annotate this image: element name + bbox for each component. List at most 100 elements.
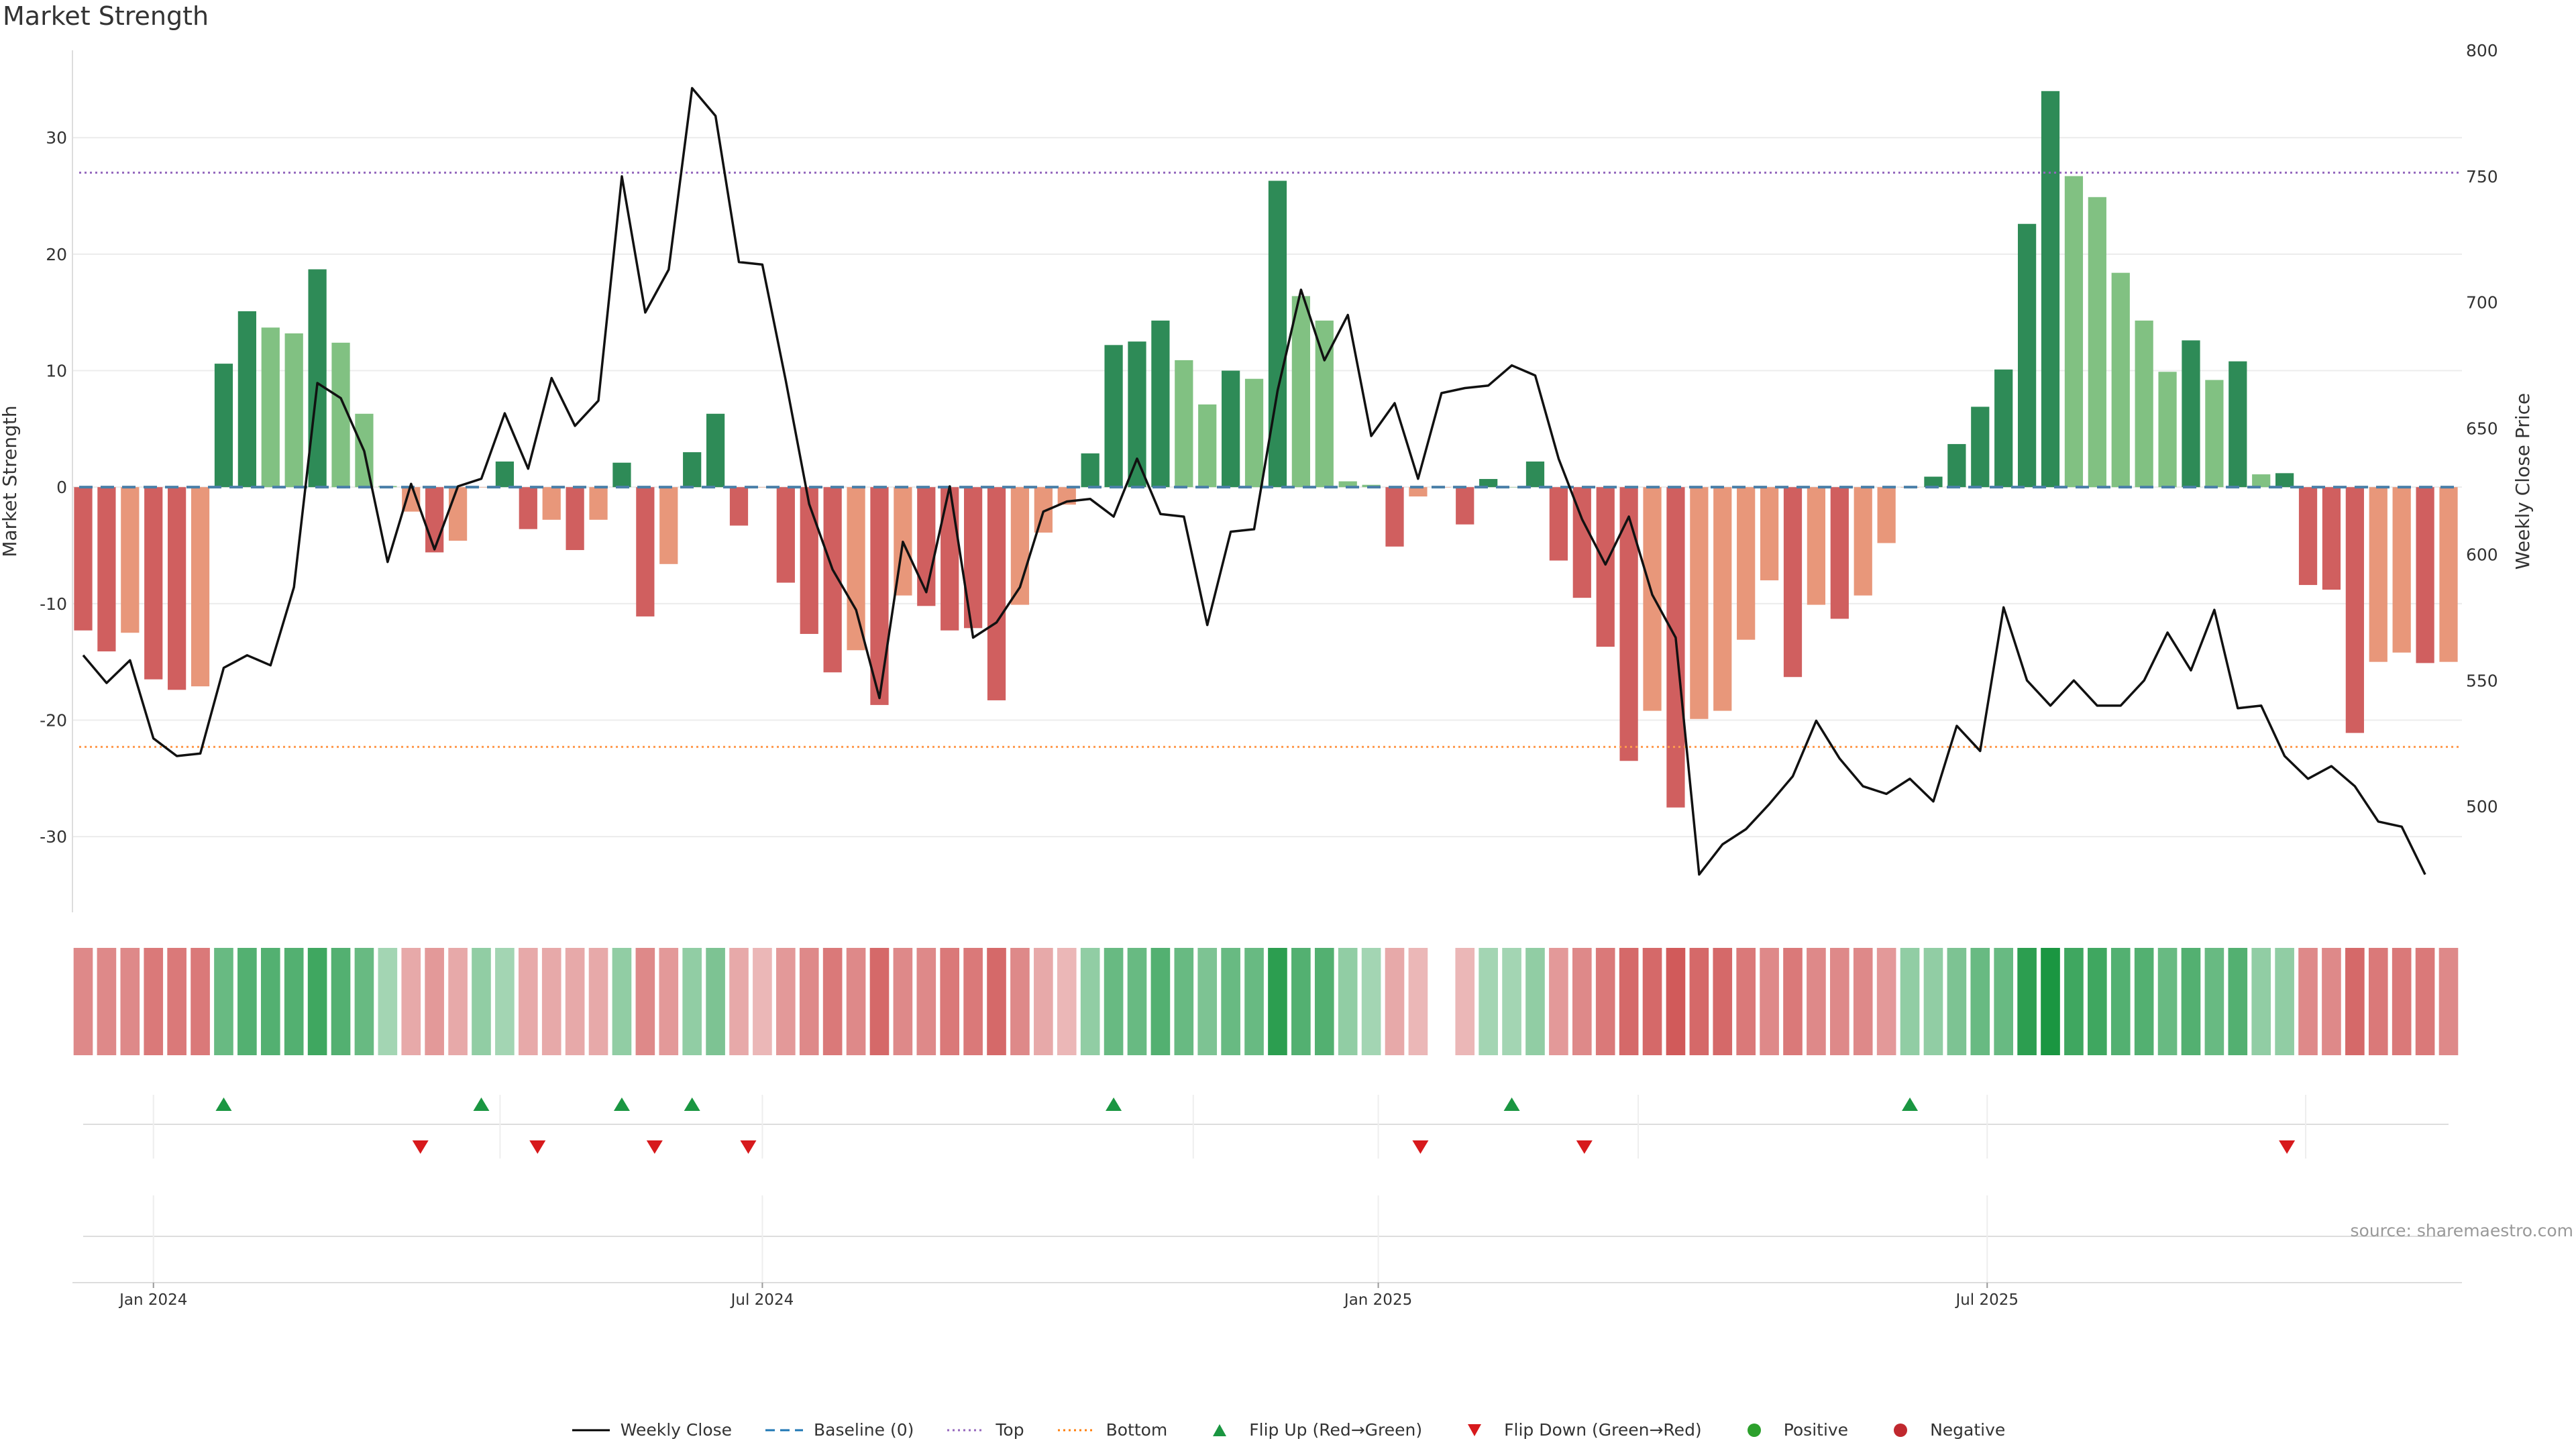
heat-cell [963,948,983,1055]
flip-down-marker [646,1140,663,1154]
y2-tick-label: 500 [2466,797,2498,816]
strength-bar [74,487,93,631]
heat-cell [682,948,702,1055]
strength-bar [1409,487,1428,497]
strength-bar [1760,487,1779,581]
strength-bar [214,364,233,488]
heat-cell [1338,948,1358,1055]
strength-bar [1994,369,2013,488]
strength-bar [1268,180,1287,488]
heat-cell [893,948,913,1055]
legend-item: Flip Up (Red→Green) [1199,1420,1422,1440]
legend-swatch [1057,1429,1095,1431]
strength-bar [706,413,725,488]
heat-cell [659,948,679,1055]
heat-cell [1549,948,1568,1055]
heat-cell [214,948,233,1055]
flip-up-marker [1902,1097,1919,1111]
heat-cell [2228,948,2248,1055]
strength-bar [237,311,256,488]
strength-bar [2392,487,2411,653]
flip-down-marker [2279,1140,2296,1154]
flip-down-marker [1576,1140,1593,1154]
heat-cell [2134,948,2154,1055]
strength-bar [683,452,702,488]
strength-bar [542,487,561,520]
heat-cell [846,948,866,1055]
flip-down-marker [740,1140,757,1154]
strength-bar [191,487,210,687]
flip-up-marker [215,1097,232,1111]
heat-cell [1923,948,1943,1055]
heat-cell [1760,948,1779,1055]
heat-cell [1947,948,1967,1055]
heat-cell [518,948,538,1055]
legend-label: Flip Up (Red→Green) [1249,1420,1423,1440]
strength-bar [2135,320,2153,488]
flip-up-marker [1106,1097,1122,1111]
heat-cell [307,948,327,1055]
strength-bar [1971,407,1990,488]
y-tick-label: 0 [56,478,67,497]
strength-bar [589,487,608,520]
heat-cell [1221,948,1240,1055]
legend-label: Flip Down (Green→Red) [1504,1420,1702,1440]
heat-cell [1479,948,1498,1055]
strength-bar [776,487,795,583]
strength-bar [1877,487,1896,543]
legend-item: Negative [1880,1420,2005,1440]
legend-swatch [1468,1424,1482,1436]
reference-lines [79,171,2462,748]
y2-tick-label: 600 [2466,545,2498,564]
x-tick-label: Jul 2024 [730,1291,794,1309]
source-note: source: sharemaestro.com [2350,1221,2574,1240]
x-axis: Jan 2024 Jul 2024 Jan 2025 Jul 2025 [72,1195,2462,1309]
heat-cell [1572,948,1592,1055]
y-tick-label: -10 [40,594,67,614]
y-tick-label: 20 [46,245,67,264]
heat-cell [565,948,585,1055]
heat-cell [2064,948,2084,1055]
heat-cell [940,948,960,1055]
axes: -30 -20 -10 0 10 20 30 500 550 600 650 700 750 800 Mar… [0,41,2534,912]
y-tick-label: 10 [46,362,67,381]
heat-cell [1080,948,1100,1055]
legend-label: Negative [1930,1420,2006,1440]
strength-bar [2111,272,2130,488]
heat-cell [448,948,468,1055]
y2-tick-label: 800 [2466,41,2498,60]
strength-bar [2229,361,2247,488]
legend-label: Top [996,1420,1024,1440]
strength-bar [917,487,936,606]
strength-bar [1291,296,1310,488]
legend-label: Positive [1783,1420,1849,1440]
heat-cell [1525,948,1545,1055]
heat-cell [753,948,772,1055]
legend-label: Bottom [1106,1420,1168,1440]
heat-cell [729,948,749,1055]
strength-bar [1222,370,1240,488]
strength-bar [1479,479,1498,488]
strength-bar [729,487,749,526]
heat-cell [191,948,210,1055]
heat-cell [776,948,796,1055]
y-axis-label: Market Strength [0,405,21,557]
y2-tick-label: 550 [2466,671,2498,690]
heat-cell [1619,948,1639,1055]
strength-bar [1081,453,1099,488]
strength-bar [2205,380,2224,488]
heat-cell [1244,948,1264,1055]
heat-cell [1783,948,1803,1055]
strength-bar [261,327,280,488]
heat-cell [2438,948,2459,1055]
heat-cell [1876,948,1896,1055]
heat-cell [2088,948,2107,1055]
strength-bar [636,487,655,616]
strength-bar [1643,487,1662,711]
heat-cell [1595,948,1615,1055]
strength-bar [2298,487,2318,586]
y-tick-label: -20 [40,710,67,730]
y2-axis-label: Weekly Close Price [2512,393,2534,570]
heat-cell [97,948,117,1055]
